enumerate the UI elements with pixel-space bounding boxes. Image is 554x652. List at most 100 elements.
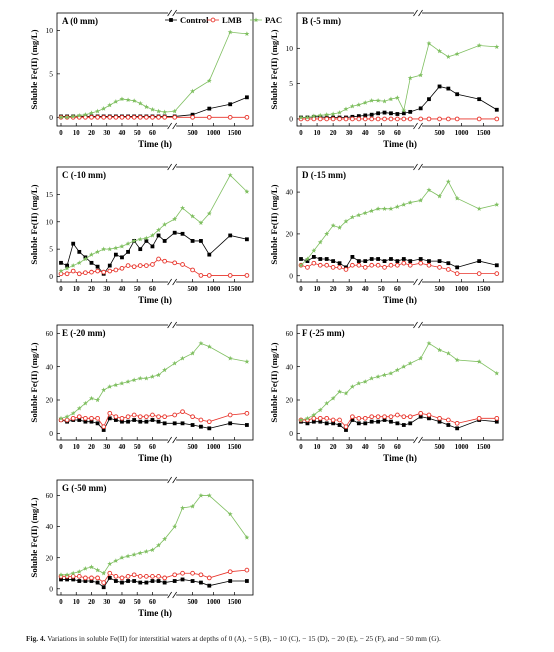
series-control-point — [446, 423, 451, 427]
series-control-point — [446, 86, 451, 91]
series-control-point — [162, 580, 167, 585]
series-pac-point — [101, 387, 107, 393]
series-control — [299, 255, 499, 270]
y-tick-label: 0 — [289, 429, 293, 438]
series-pac-point — [324, 112, 330, 117]
series-control-point — [245, 579, 249, 583]
series-control-point — [207, 252, 212, 257]
x-tick-label: 1000 — [207, 444, 221, 451]
series-lmb-point — [324, 116, 330, 122]
legend-marker — [253, 17, 259, 23]
x-tick-label: 40 — [362, 286, 369, 293]
series-pac-point — [407, 75, 413, 81]
y-tick-label: 40 — [46, 522, 54, 531]
x-tick-label: 10 — [73, 130, 80, 137]
x-tick-label: 1500 — [477, 130, 491, 137]
series-pac-point — [375, 97, 381, 103]
series-control-point — [455, 92, 460, 97]
series-pac-point — [107, 384, 113, 389]
series-pac-point — [349, 214, 355, 220]
series-pac-point — [369, 375, 375, 381]
series-pac-point — [227, 29, 233, 35]
x-axis-label: Time (h) — [383, 295, 417, 305]
series-control-point — [369, 419, 374, 424]
series-pac-point — [89, 110, 94, 116]
series-pac-point — [394, 95, 400, 100]
series-control-point — [437, 419, 442, 424]
x-tick-label: 10 — [314, 286, 321, 293]
series-pac-point — [445, 350, 451, 356]
series-control-point — [120, 419, 124, 424]
series-lmb-point — [418, 260, 424, 266]
series-pac-point — [401, 107, 407, 113]
series-lmb-point — [125, 574, 131, 579]
series-control-point — [401, 423, 406, 427]
series-pac-point — [317, 407, 323, 413]
axis-break-mark — [167, 122, 172, 130]
series-control-point — [494, 107, 499, 112]
x-tick-label: 500 — [434, 286, 445, 293]
series-pac-point — [113, 245, 119, 251]
series-lmb-point — [445, 267, 451, 272]
axis-break-mark — [413, 436, 418, 444]
x-tick-label: 60 — [149, 130, 156, 137]
series-control-point — [331, 259, 336, 263]
series-pac-point — [304, 256, 310, 262]
series-pac-point — [311, 113, 317, 119]
series-control-point — [494, 263, 499, 268]
y-tick-label: 15 — [46, 190, 54, 199]
series-lmb-point — [107, 570, 113, 576]
y-axis-label: Soluble Fe(II) (mg/L) — [29, 29, 39, 109]
series-control-point — [437, 84, 442, 89]
series-control-point — [363, 113, 368, 118]
series-lmb — [298, 410, 500, 430]
series-pac-point — [476, 42, 482, 48]
series-control-point — [477, 259, 482, 263]
y-axis-label: Soluble Fe(II) (mg/L) — [269, 342, 279, 422]
series-control-point — [427, 416, 431, 421]
legend-label-control: Control — [180, 15, 209, 25]
series-pac-point — [227, 355, 233, 361]
series-control-point — [107, 416, 112, 421]
series-control-point — [337, 261, 342, 266]
y-tick-label: 40 — [286, 362, 294, 371]
series-lmb-point — [119, 415, 125, 421]
series-lmb-point — [445, 417, 451, 423]
series-pac-point — [330, 395, 336, 401]
axis-break-mark — [172, 436, 177, 444]
x-tick-label: 1500 — [477, 444, 491, 451]
series-control-point — [71, 241, 76, 246]
series-pac-point — [244, 534, 250, 540]
series-pac-point — [95, 397, 101, 403]
series-lmb-point — [113, 414, 119, 420]
series-lmb-point — [156, 114, 161, 120]
series-control-point — [150, 418, 155, 422]
series-control-point — [324, 257, 329, 261]
series-pac-point — [162, 221, 168, 227]
series-pac-point — [137, 550, 143, 556]
series-pac-point — [356, 380, 362, 386]
series-pac-point — [454, 51, 460, 57]
axis-break-mark — [167, 278, 172, 286]
series-lmb-point — [172, 412, 178, 418]
axis-break-mark — [167, 9, 172, 17]
x-tick-label: 1000 — [455, 444, 469, 451]
series-control-point — [408, 421, 413, 426]
series-pac-point — [70, 262, 76, 268]
series-pac-point — [394, 204, 400, 209]
series-pac-point — [330, 111, 336, 117]
series-lmb-point — [426, 412, 432, 418]
series-lmb-point — [494, 271, 500, 276]
series-pac-point — [64, 265, 70, 271]
x-axis-label: Time (h) — [383, 139, 417, 149]
axis-break-gap — [168, 123, 177, 129]
series-control-point — [77, 579, 82, 583]
series-lmb-point — [95, 114, 100, 120]
series-lmb-point — [388, 414, 394, 420]
series-pac-point — [198, 220, 204, 225]
series-pac — [58, 492, 250, 577]
series-pac-point — [298, 262, 304, 268]
y-axis-label: Soluble Fe(II) (mg/L) — [29, 497, 39, 577]
series-lmb-point — [369, 116, 375, 122]
series-pac-point — [58, 268, 64, 274]
